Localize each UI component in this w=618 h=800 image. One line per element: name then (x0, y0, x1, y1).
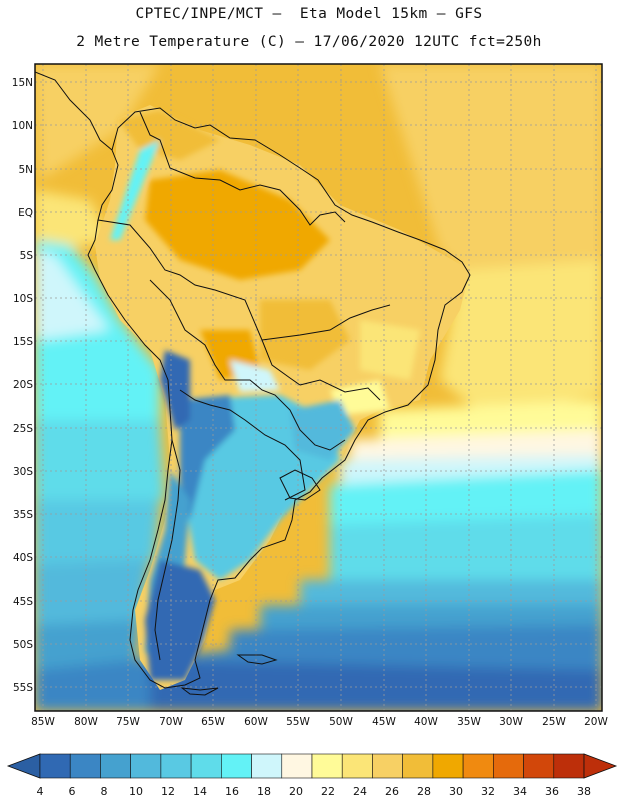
colorbar-label: 12 (161, 785, 175, 798)
colorbar-box (341, 753, 373, 779)
colorbar-label: 30 (449, 785, 463, 798)
lat-label: 45S (13, 596, 33, 608)
colorbar-box (553, 753, 585, 779)
lon-label: 75W (116, 716, 140, 728)
colorbar-label: 10 (129, 785, 143, 798)
colorbar-label: 32 (481, 785, 495, 798)
colorbar-label: 18 (257, 785, 271, 798)
colorbar-box (251, 753, 283, 779)
lat-label: 50S (13, 639, 33, 651)
colorbar-box (281, 753, 313, 779)
ocean-temperature-bands (35, 64, 602, 711)
latitude-labels: 15N 10N 5N EQ 5S 10S 15S 20S 25S 30S 35S… (12, 77, 34, 694)
colorbar-over-arrow (583, 753, 618, 779)
lat-label: 55S (13, 682, 33, 694)
longitude-labels: 85W 80W 75W 70W 65W 60W 55W 50W 45W 40W … (31, 716, 608, 728)
map-title-variable: 2 Metre Temperature (C) – 17/06/2020 12U… (76, 34, 542, 50)
lon-label: 65W (201, 716, 225, 728)
lon-label: 70W (159, 716, 183, 728)
colorbar: 4 6 8 10 12 14 16 18 20 22 24 26 28 30 3… (6, 753, 618, 798)
colorbar-box (432, 753, 464, 779)
lat-label: 35S (13, 509, 33, 521)
lon-label: 45W (372, 716, 396, 728)
map-frame (34, 63, 603, 712)
colorbar-box (69, 753, 101, 779)
colorbar-boxes (39, 753, 585, 779)
colorbar-box (39, 753, 71, 779)
colorbar-label: 14 (193, 785, 207, 798)
colorbar-box (311, 753, 343, 779)
lat-label: 10N (12, 120, 33, 132)
colorbar-label: 28 (417, 785, 431, 798)
colorbar-box (493, 753, 524, 779)
map-area (35, 64, 602, 711)
colorbar-box (190, 753, 222, 779)
lat-label: 20S (13, 379, 33, 391)
lat-label: 30S (13, 466, 33, 478)
colorbar-box (130, 753, 162, 779)
lon-label: 30W (499, 716, 523, 728)
lat-label: 40S (13, 552, 33, 564)
colorbar-label: 22 (321, 785, 335, 798)
lat-label: 5S (20, 250, 34, 262)
lon-label: 55W (286, 716, 310, 728)
colorbar-label: 38 (577, 785, 591, 798)
colorbar-under-arrow (6, 753, 41, 779)
colorbar-box (221, 753, 252, 779)
colorbar-label: 26 (385, 785, 399, 798)
lon-label: 40W (414, 716, 438, 728)
colorbar-label: 8 (101, 785, 108, 798)
colorbar-box (100, 753, 131, 779)
colorbar-box (160, 753, 192, 779)
colorbar-label: 20 (289, 785, 303, 798)
map-title-model: CPTEC/INPE/MCT – Eta Model 15km – GFS (135, 6, 483, 22)
colorbar-box (402, 753, 434, 779)
colorbar-labels: 4 6 8 10 12 14 16 18 20 22 24 26 28 30 3… (37, 785, 592, 798)
lat-label: 25S (13, 423, 33, 435)
colorbar-label: 6 (69, 785, 76, 798)
colorbar-label: 16 (225, 785, 239, 798)
land-temperature-field (95, 105, 470, 690)
lat-label: EQ (18, 207, 33, 219)
lat-label: 15N (12, 77, 33, 89)
lon-label: 85W (31, 716, 55, 728)
lon-label: 20W (584, 716, 608, 728)
lon-label: 25W (542, 716, 566, 728)
lat-label: 15S (13, 336, 33, 348)
lat-label: 5N (18, 164, 33, 176)
colorbar-label: 24 (353, 785, 367, 798)
lon-label: 35W (457, 716, 481, 728)
colorbar-label: 4 (37, 785, 44, 798)
colorbar-box (462, 753, 494, 779)
colorbar-label: 34 (513, 785, 527, 798)
colorbar-label: 36 (545, 785, 559, 798)
coastlines-and-borders (35, 71, 471, 696)
lon-label: 60W (244, 716, 268, 728)
lat-label: 10S (13, 293, 33, 305)
lon-label: 50W (329, 716, 353, 728)
colorbar-box (372, 753, 403, 779)
lon-label: 80W (74, 716, 98, 728)
colorbar-box (523, 753, 555, 779)
